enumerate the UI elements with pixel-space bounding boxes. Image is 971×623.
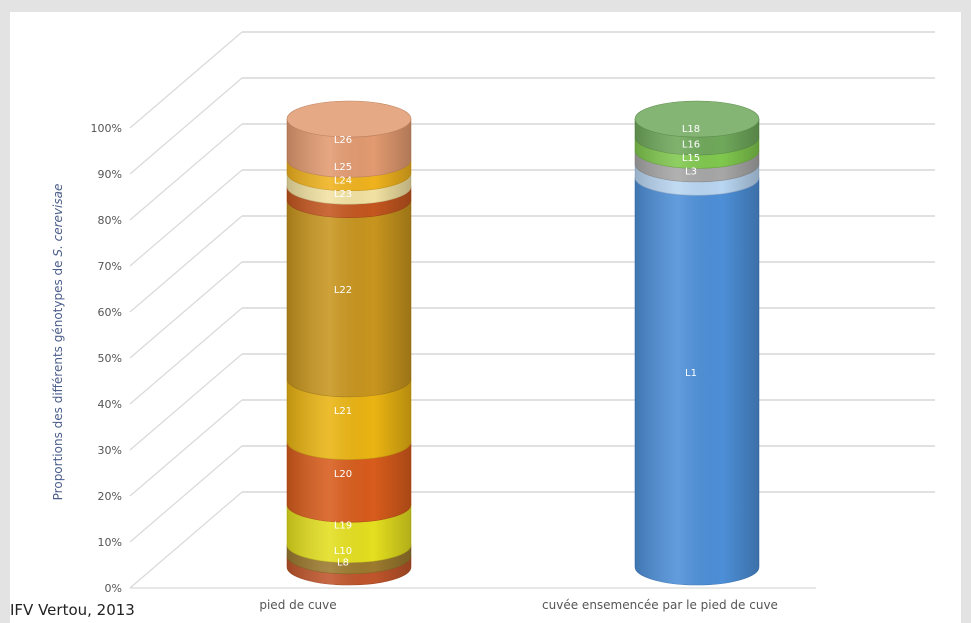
- bar-segment-shading: [287, 378, 411, 460]
- stacked-cylinder-chart: 0% 10% 20% 30% 40% 50% 60% 70% 80% 90% 100% pied de…: [10, 31, 935, 619]
- y-tick-label: 90%: [98, 168, 122, 181]
- gridline-diagonal: [129, 491, 243, 589]
- y-tick-label: 30%: [98, 444, 122, 457]
- bar-segment-shading: [635, 119, 759, 155]
- segment-label-l1: L1: [685, 368, 697, 379]
- segment-label-l16: L16: [682, 140, 700, 151]
- segment-label-l22: L22: [334, 285, 352, 296]
- bar-segment-shading: [287, 441, 411, 523]
- gridline-diagonal: [129, 445, 243, 543]
- segment-label-l24: L24: [334, 175, 352, 186]
- segment-label-l23: L23: [334, 189, 352, 200]
- labels-layer: 0% 10% 20% 30% 40% 50% 60% 70% 80% 90% 100% pied de…: [91, 122, 778, 612]
- gridline-diagonal: [129, 215, 243, 313]
- y-tick-label: 60%: [98, 306, 122, 319]
- y-tick-label: 40%: [98, 398, 122, 411]
- bar-segment-shading: [287, 172, 411, 205]
- x-category-label: cuvée ensemencée par le pied de cuve: [542, 598, 778, 612]
- gridline-diagonal: [129, 77, 243, 175]
- chart-frame: 0% 10% 20% 30% 40% 50% 60% 70% 80% 90% 100% pied de…: [10, 12, 961, 623]
- bar-top-cap: [286, 100, 412, 138]
- y-tick-label: 50%: [98, 352, 122, 365]
- gridline-diagonal: [129, 399, 243, 497]
- gridline-diagonal: [129, 353, 243, 451]
- segment-label-l21: L21: [334, 406, 352, 417]
- y-tick-label: 10%: [98, 536, 122, 549]
- y-tick-label: 70%: [98, 260, 122, 273]
- gridlines: [129, 31, 935, 589]
- segment-label-l18: L18: [682, 124, 700, 135]
- y-tick-label: 100%: [91, 122, 122, 135]
- bar-segment-shading: [287, 119, 411, 178]
- bar-segment-shading: [287, 159, 411, 191]
- gridline-diagonal: [129, 31, 243, 129]
- segment-label-l25: L25: [334, 162, 352, 173]
- source-note: IFV Vertou, 2013: [10, 601, 135, 619]
- bar-segment-shading: [287, 186, 411, 218]
- y-tick-label: 0%: [105, 582, 122, 595]
- bar-top-cap: [634, 100, 760, 138]
- bar-segment-shading: [287, 504, 411, 563]
- bars-layer: [286, 100, 760, 586]
- y-tick-label: 80%: [98, 214, 122, 227]
- gridline-diagonal: [129, 123, 243, 221]
- bar-segment-shading: [635, 150, 759, 182]
- segment-label-l19: L19: [334, 520, 352, 531]
- bar-segment-shading: [635, 177, 759, 586]
- bar-segment-shading: [635, 136, 759, 169]
- segment-label-l15: L15: [682, 153, 700, 164]
- segment-label-l26: L26: [334, 135, 352, 146]
- y-axis-label: Proportions des différents génotypes de …: [51, 184, 65, 501]
- gridline-diagonal: [129, 307, 243, 405]
- y-tick-label: 20%: [98, 490, 122, 503]
- bar-segment-shading: [287, 555, 411, 585]
- x-category-label: pied de cuve: [259, 598, 336, 612]
- bar-segment-shading: [287, 544, 411, 574]
- segment-label-l20: L20: [334, 469, 352, 480]
- segment-label-l10: L10: [334, 546, 352, 557]
- gridline-diagonal: [129, 261, 243, 359]
- bar-segment-shading: [635, 163, 759, 196]
- bar-segment-shading: [287, 199, 411, 397]
- segment-label-l8: L8: [337, 557, 349, 568]
- gridline-diagonal: [129, 169, 243, 267]
- segment-label-l3: L3: [685, 167, 697, 178]
